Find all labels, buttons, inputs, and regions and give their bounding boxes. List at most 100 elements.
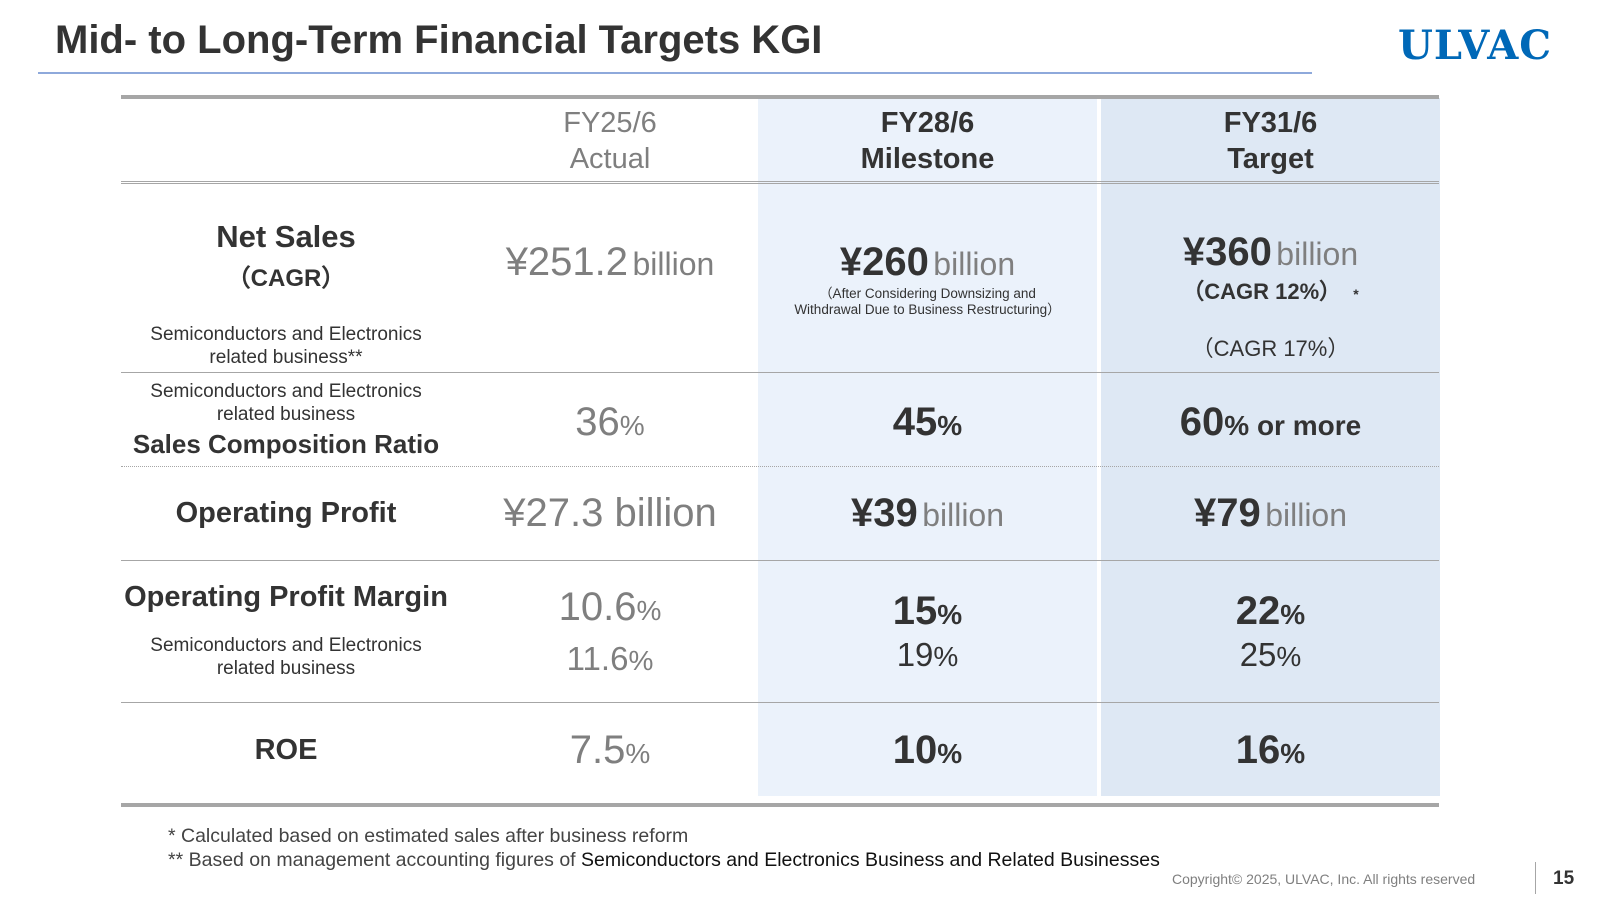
composition-actual: 36%: [460, 400, 760, 445]
table-bottom-rule: [121, 803, 1439, 807]
row-label-op-margin: Operating Profit Margin: [124, 581, 448, 613]
value: ¥260: [839, 240, 929, 284]
operating-profit-milestone: ¥39 billion: [758, 491, 1097, 536]
unit: %: [1280, 738, 1306, 769]
sublabel-line: related business**: [209, 347, 363, 368]
roe-actual: 7.5%: [460, 728, 760, 773]
row-divider: [121, 372, 1439, 373]
value: ¥39: [850, 491, 918, 535]
value: 11.6: [566, 640, 629, 677]
value: 45: [892, 400, 938, 444]
unit: %: [636, 595, 662, 626]
row-label-net-sales: Net Sales: [216, 219, 356, 254]
footnote-prefix: ** Based on management accounting figure…: [168, 849, 582, 871]
title-underline: [38, 72, 1312, 74]
value: 10.6: [558, 585, 637, 629]
footnote-2: ** Based on management accounting figure…: [168, 849, 1160, 872]
unit: %: [625, 738, 651, 769]
value: 16: [1235, 728, 1281, 772]
value: 10: [892, 728, 938, 772]
op-margin-actual-semi: 11.6%: [460, 640, 760, 678]
row-divider: [121, 702, 1439, 703]
unit: billion: [933, 246, 1016, 282]
unit: %: [937, 599, 963, 630]
note-line: （After Considering Downsizing and: [819, 286, 1036, 301]
unit: billion: [1265, 497, 1348, 533]
net-sales-target-cagr: （CAGR 12%） *: [1101, 274, 1440, 306]
roe-target: 16%: [1101, 728, 1440, 773]
page-number: 15: [1553, 868, 1575, 889]
target-column-band: [1101, 98, 1440, 796]
row-sublabel-semi: Semiconductors and Electronics related b…: [121, 380, 451, 426]
unit: %: [619, 410, 645, 441]
value: 22: [1235, 589, 1281, 633]
value: 25: [1239, 636, 1277, 673]
net-sales-target-cagr-semi: （CAGR 17%）: [1191, 336, 1350, 361]
note-line: Withdrawal Due to Business Restructuring…: [794, 302, 1061, 317]
unit: % or more: [1224, 410, 1362, 441]
row-label-composition: Sales Composition Ratio: [132, 429, 440, 459]
op-margin-target-semi: 25%: [1101, 636, 1440, 674]
op-margin-milestone: 15%: [758, 589, 1097, 634]
column-header-milestone: FY28/6 Milestone: [758, 105, 1097, 177]
unit: %: [937, 738, 963, 769]
header-rule: [121, 181, 1439, 184]
row-label-cagr: （CAGR）: [226, 265, 346, 292]
op-margin-target: 22%: [1101, 589, 1440, 634]
ulvac-logo: ULVAC: [1398, 22, 1553, 69]
row-divider: [121, 560, 1439, 561]
row-sublabel-semi: Semiconductors and Electronics related b…: [121, 323, 451, 369]
page-title: Mid- to Long-Term Financial Targets KGI: [55, 18, 823, 62]
net-sales-target: ¥360 billion: [1101, 230, 1440, 275]
net-sales-milestone-note: （After Considering Downsizing and Withdr…: [758, 286, 1097, 318]
row-label-operating-profit: Operating Profit: [175, 497, 397, 529]
sublabel-line: related business: [216, 658, 356, 679]
column-header-year: FY28/6: [880, 107, 975, 139]
column-header-target: FY31/6 Target: [1101, 105, 1440, 177]
operating-profit-actual: ¥27.3 billion: [503, 491, 717, 535]
value: 19: [896, 636, 934, 673]
table-top-rule: [121, 95, 1439, 99]
sublabel-line: Semiconductors and Electronics: [150, 324, 422, 345]
value: ¥251.2: [505, 240, 629, 284]
value: ¥79: [1193, 491, 1261, 535]
footnote-emphasis: Semiconductors and Electronics Business …: [581, 849, 1160, 871]
value: 7.5: [569, 728, 626, 772]
unit: %: [937, 410, 963, 441]
composition-target: 60% or more: [1101, 400, 1440, 445]
milestone-column-band: [758, 98, 1097, 796]
unit: billion: [1276, 236, 1359, 272]
value: 36: [575, 400, 620, 444]
unit: %: [1276, 641, 1302, 672]
column-header-actual: FY25/6 Actual: [460, 105, 760, 177]
column-header-kind: Milestone: [860, 143, 995, 175]
row-divider: [121, 466, 1439, 467]
column-header-year: FY31/6: [1223, 107, 1318, 139]
row-sublabel-semi: Semiconductors and Electronics related b…: [121, 634, 451, 680]
unit: %: [628, 645, 654, 676]
column-header-kind: Actual: [569, 143, 651, 175]
value: 15: [892, 589, 938, 633]
unit: billion: [922, 497, 1005, 533]
roe-milestone: 10%: [758, 728, 1097, 773]
operating-profit-target: ¥79 billion: [1101, 491, 1440, 536]
sublabel-line: related business: [216, 404, 356, 425]
op-margin-actual: 10.6%: [460, 585, 760, 630]
value: ¥360: [1182, 230, 1272, 274]
value: 60: [1179, 400, 1225, 444]
footnote-1: * Calculated based on estimated sales af…: [168, 825, 689, 847]
sublabel-line: Semiconductors and Electronics: [150, 635, 422, 656]
sublabel-line: Semiconductors and Electronics: [150, 381, 422, 402]
net-sales-milestone: ¥260 billion: [758, 240, 1097, 285]
composition-milestone: 45%: [758, 400, 1097, 445]
unit: billion: [632, 246, 715, 282]
unit: %: [933, 641, 959, 672]
copyright: Copyright© 2025, ULVAC, Inc. All rights …: [1172, 871, 1476, 887]
footer-separator: [1535, 862, 1536, 894]
column-header-kind: Target: [1227, 143, 1314, 175]
unit: %: [1280, 599, 1306, 630]
column-header-year: FY25/6: [563, 107, 657, 139]
row-label-roe: ROE: [254, 734, 318, 766]
net-sales-actual: ¥251.2 billion: [460, 240, 760, 285]
asterisk: *: [1353, 286, 1359, 302]
